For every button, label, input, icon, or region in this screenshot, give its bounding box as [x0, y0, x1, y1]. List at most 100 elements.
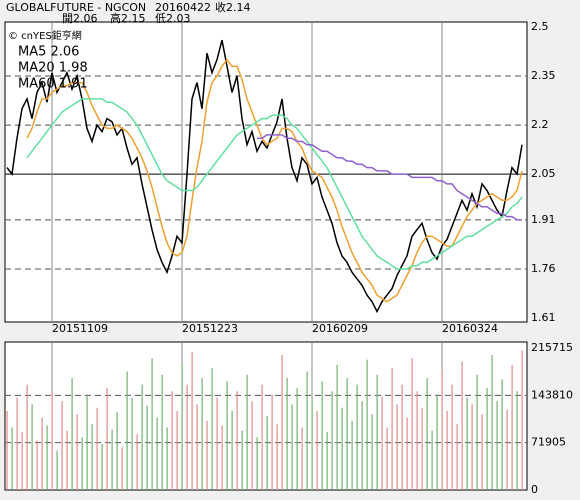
volume-bar [71, 378, 73, 490]
volume-bar [441, 371, 443, 490]
volume-bar [171, 391, 173, 490]
volume-bar [271, 394, 273, 490]
y-tick-label: 1.91 [531, 213, 556, 226]
volume-bar [206, 420, 208, 490]
y-tick-label: 2.5 [531, 20, 549, 33]
volume-bar [291, 404, 293, 490]
legend-entry: MA60 1.91 [18, 77, 88, 92]
volume-bar [241, 430, 243, 490]
volume-bar [521, 350, 523, 490]
x-tick-label: 20160324 [442, 322, 498, 335]
legend-entry: MA20 1.98 [18, 61, 88, 76]
y-tick-label: 143810 [531, 388, 573, 401]
y-tick-label: 2.05 [531, 167, 556, 180]
volume-bar [386, 427, 388, 490]
y-tick-label: 1.76 [531, 262, 556, 275]
volume-bar [51, 391, 53, 490]
volume-bar [186, 384, 188, 490]
volume-bar [506, 409, 508, 490]
volume-bar [166, 427, 168, 490]
volume-bar [151, 358, 153, 490]
y-tick-label: 71905 [531, 436, 566, 449]
volume-bar [501, 379, 503, 490]
y-tick-label: 0 [531, 483, 538, 496]
legend-entry: MA5 2.06 [18, 45, 79, 60]
ma-line [26, 58, 523, 303]
volume-bar [281, 355, 283, 490]
volume-bar [416, 391, 418, 490]
volume-bar [116, 412, 118, 490]
volume-bar [221, 425, 223, 490]
y-tick-label: 1.61 [531, 311, 556, 324]
volume-bar [211, 368, 213, 490]
volume-bar [86, 394, 88, 490]
volume-bar [126, 371, 128, 490]
volume-bar [141, 384, 143, 490]
volume-bar [376, 374, 378, 490]
volume-bar [136, 434, 138, 490]
volume-bar [11, 427, 13, 490]
close-label: 收2.14 [215, 0, 251, 14]
volume-bar [226, 381, 228, 490]
volume-bar [306, 371, 308, 490]
volume-bar [426, 378, 428, 490]
volume-bar [121, 447, 123, 490]
volume-bar [356, 384, 358, 490]
volume-bar [296, 387, 298, 490]
volume-bar [216, 397, 218, 490]
y-tick-label: 215715 [531, 341, 573, 354]
volume-bar [471, 404, 473, 490]
volume-bar [326, 432, 328, 490]
volume-bar [41, 417, 43, 490]
close-line [6, 39, 523, 314]
price-panel [4, 21, 528, 323]
volume-bar [231, 411, 233, 490]
volume-bar [101, 443, 103, 490]
volume-bar [446, 411, 448, 490]
volume-bar [396, 404, 398, 490]
volume-bar [411, 358, 413, 490]
volume-bar [476, 374, 478, 490]
volume-bar [106, 387, 108, 490]
volume-bar [456, 424, 458, 490]
volume-bar [176, 411, 178, 490]
volume-bar [96, 407, 98, 490]
low-label: 低2.03 [155, 12, 191, 25]
volume-bar [516, 391, 518, 490]
volume-bar [36, 440, 38, 490]
volume-bar [81, 437, 83, 490]
ma-line [26, 98, 523, 270]
volume-bar [301, 427, 303, 490]
volume-bar [21, 432, 23, 490]
volume-bar [436, 394, 438, 490]
volume-bar [286, 378, 288, 490]
title: GLOBALFUTURE - NGCON [6, 1, 146, 14]
volume-bar [131, 397, 133, 490]
volume-bar [391, 368, 393, 490]
volume-bar [56, 450, 58, 490]
volume-bar [331, 391, 333, 490]
volume-bar [381, 396, 383, 490]
volume-bar [461, 361, 463, 490]
date: 20160422 [155, 1, 211, 14]
volume-bar [256, 437, 258, 490]
volume-bar [191, 351, 193, 490]
volume-bar [156, 417, 158, 490]
volume-bar [276, 424, 278, 490]
volume-bar [371, 414, 373, 490]
volume-bar [146, 405, 148, 490]
volume-bar [431, 430, 433, 490]
volume-bar [181, 364, 183, 490]
volume-bar [46, 425, 48, 490]
y-tick-label: 2.35 [531, 69, 556, 82]
volume-bar [361, 401, 363, 490]
volume-bar [196, 404, 198, 490]
volume-bar [336, 364, 338, 490]
open-label: 開2.06 [62, 12, 98, 25]
x-tick-label: 20151109 [52, 322, 108, 335]
volume-bar [251, 401, 253, 490]
volume-bar [421, 407, 423, 490]
volume-bar [346, 378, 348, 490]
volume-bar [316, 411, 318, 490]
